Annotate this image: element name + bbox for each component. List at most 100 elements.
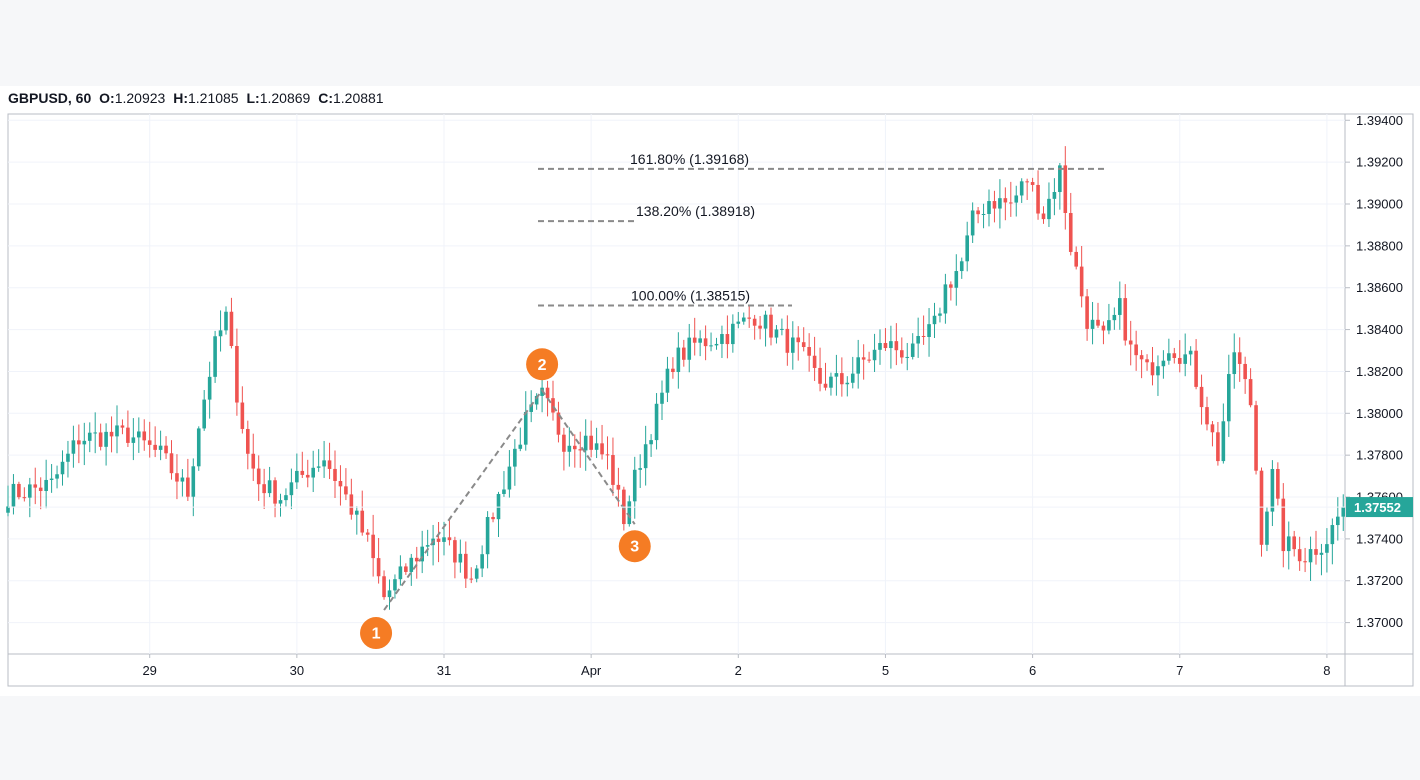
candle-body: [780, 328, 784, 330]
candle: [573, 434, 577, 468]
pattern-point-marker: 3: [618, 530, 651, 563]
low-value: 1.20869: [259, 90, 311, 106]
candle: [665, 356, 670, 403]
candle: [1314, 530, 1318, 565]
marker-circle: [360, 617, 393, 650]
candle-body: [1336, 516, 1340, 526]
candle-body: [801, 342, 806, 348]
candle-body: [998, 198, 1002, 209]
candle-body: [703, 338, 708, 347]
candle: [474, 565, 479, 583]
candle: [1052, 178, 1057, 216]
candles: [6, 146, 1346, 610]
candle: [251, 433, 256, 481]
y-tick-label: 1.37400: [1356, 531, 1403, 546]
candle-body: [33, 484, 38, 488]
candle: [976, 207, 980, 224]
candle-body: [1167, 353, 1171, 361]
candle-body: [420, 546, 424, 562]
candle-body: [573, 445, 577, 450]
candle: [447, 520, 452, 546]
candle: [949, 281, 953, 301]
candle: [436, 521, 441, 563]
candle-body: [66, 453, 70, 462]
candle: [513, 439, 517, 486]
candle: [676, 332, 681, 389]
candle: [235, 328, 239, 416]
candle-body: [954, 271, 959, 288]
candle: [709, 332, 713, 352]
candle: [927, 308, 931, 357]
candle-body: [725, 334, 730, 345]
candle-body: [17, 483, 21, 498]
candle-body: [774, 329, 779, 338]
candle: [169, 440, 174, 480]
candle: [932, 302, 937, 338]
candle-body: [153, 444, 157, 450]
candle-body: [1194, 350, 1198, 387]
candle-body: [1079, 266, 1084, 297]
candle-body: [567, 445, 572, 452]
y-tick-label: 1.39200: [1356, 155, 1403, 170]
candle-body: [861, 357, 866, 360]
candle: [365, 528, 370, 542]
candle: [109, 416, 114, 453]
candle: [300, 451, 305, 479]
candle: [959, 257, 964, 279]
candle: [6, 485, 10, 517]
candle-body: [28, 484, 32, 498]
candle: [883, 328, 888, 351]
candle: [872, 333, 877, 372]
candle: [355, 506, 359, 535]
symbol-label[interactable]: GBPUSD, 60: [8, 90, 92, 106]
candle-body: [889, 341, 893, 349]
candle: [1036, 170, 1040, 220]
fib-level-label: 161.80% (1.39168): [630, 151, 749, 167]
candle: [322, 440, 326, 478]
candle: [801, 327, 806, 352]
candle-body: [1047, 198, 1051, 220]
pattern-point-marker: 2: [526, 348, 559, 381]
candle: [469, 567, 474, 584]
candle-body: [698, 338, 702, 343]
candle-body: [1161, 360, 1166, 367]
candle-body: [747, 317, 751, 319]
candle: [49, 464, 54, 493]
candle-body: [513, 448, 517, 467]
candle-body: [758, 325, 762, 329]
candle-body: [371, 534, 375, 559]
candle: [256, 455, 261, 501]
candle-body: [1303, 561, 1307, 563]
candle-body: [338, 480, 343, 487]
open-value: 1.20923: [114, 90, 166, 106]
candle: [382, 570, 386, 600]
candle: [518, 427, 523, 452]
candle: [333, 450, 337, 498]
pattern-point-marker: 1: [360, 617, 393, 650]
candle: [1216, 421, 1220, 466]
candle: [262, 468, 266, 510]
candle-body: [349, 494, 354, 515]
candle-body: [872, 349, 877, 361]
candle: [714, 337, 719, 350]
candle-body: [1172, 353, 1177, 358]
candle-body: [322, 460, 326, 467]
candle: [1183, 333, 1187, 377]
candle: [60, 450, 65, 486]
candle: [867, 351, 871, 363]
candle: [66, 440, 70, 478]
candle-body: [507, 466, 512, 490]
candle-body: [126, 427, 130, 443]
candle: [387, 579, 392, 610]
candle-body: [365, 532, 370, 535]
candle: [807, 333, 811, 372]
candle: [736, 312, 741, 329]
candle: [938, 307, 942, 323]
last-price-label: 1.37552: [1354, 500, 1401, 515]
candle: [147, 421, 152, 458]
candle: [458, 539, 463, 573]
candle-body: [1286, 536, 1291, 552]
candle: [213, 330, 217, 383]
candle-body: [987, 201, 991, 214]
